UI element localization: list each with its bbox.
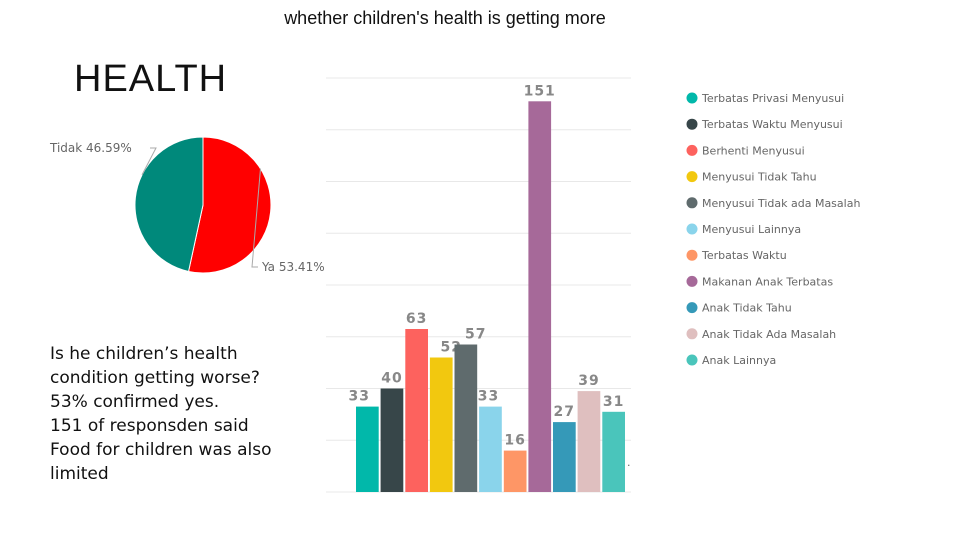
bar-value-label: 33 xyxy=(349,389,370,405)
legend-label: Menyusui Tidak Tahu xyxy=(702,171,817,184)
legend-label: Anak Tidak Tahu xyxy=(702,302,792,315)
trailing-mark: . xyxy=(627,456,631,469)
bar-chart-legend: Terbatas Privasi Menyusui Terbatas Waktu … xyxy=(686,92,860,367)
bar-value-label: 40 xyxy=(381,371,402,387)
bar-value-label: 27 xyxy=(554,404,575,420)
pie-slice xyxy=(134,136,204,273)
legend-marker xyxy=(686,249,698,261)
body-line: Food for children was also xyxy=(50,440,272,460)
legend-label: Makanan Anak Terbatas xyxy=(702,275,833,288)
legend-marker xyxy=(686,302,698,314)
legend-marker xyxy=(686,92,698,104)
legend-label: Terbatas Privasi Menyusui xyxy=(701,92,844,105)
bar-value-label: 57 xyxy=(465,327,486,343)
bar-value-label: 16 xyxy=(504,433,525,449)
bar xyxy=(553,422,576,492)
pie-leader-line xyxy=(141,147,157,176)
body-line: condition getting worse? xyxy=(50,368,260,388)
legend-marker xyxy=(686,118,698,130)
bar xyxy=(528,101,552,493)
bar xyxy=(405,329,428,492)
legend-label: Menyusui Tidak ada Masalah xyxy=(702,197,860,210)
body-line: 53% confirmed yes. xyxy=(50,392,220,412)
legend-marker xyxy=(686,275,698,287)
bar xyxy=(479,406,502,492)
legend-marker xyxy=(686,144,698,156)
pie-slice xyxy=(187,136,272,274)
legend-label: Berhenti Menyusui xyxy=(702,144,805,157)
legend-label: Anak Tidak Ada Masalah xyxy=(702,328,836,341)
bar-value-label: 39 xyxy=(578,373,599,389)
bar xyxy=(356,406,379,492)
pie-slice-label: Tidak 46.59% xyxy=(49,141,132,155)
legend-label: Menyusui Lainnya xyxy=(702,223,801,236)
legend-label: Terbatas Waktu xyxy=(701,249,787,262)
legend-label: Anak Lainnya xyxy=(702,354,776,367)
pie-leader-line xyxy=(251,168,261,268)
body-line: 151 of responsden said xyxy=(50,416,249,436)
legend-marker xyxy=(686,328,698,340)
body-line: limited xyxy=(50,464,109,484)
pie-slice-label: Ya 53.41% xyxy=(261,260,325,274)
bar xyxy=(454,344,478,492)
bar-value-label: 33 xyxy=(478,389,499,405)
legend-marker xyxy=(686,171,698,183)
body-line: Is he children’s health xyxy=(50,344,238,364)
section-heading: HEALTH xyxy=(74,58,228,100)
pie-chart: Ya 53.41% Tidak 46.59% xyxy=(49,136,325,274)
slide-title: whether children's health is getting mor… xyxy=(284,8,606,28)
legend-marker xyxy=(686,223,698,235)
bar xyxy=(380,388,404,492)
legend-marker xyxy=(686,197,698,209)
bar-value-label: 31 xyxy=(603,394,624,410)
legend-marker xyxy=(686,354,698,366)
bar xyxy=(577,391,601,492)
bar-value-label: 151 xyxy=(524,83,556,99)
legend-label: Terbatas Waktu Menyusui xyxy=(701,118,843,131)
bar xyxy=(429,357,453,492)
bar xyxy=(602,411,625,492)
body-text: Is he children’s health condition gettin… xyxy=(50,342,290,486)
bar-value-label: 63 xyxy=(406,311,427,327)
bar xyxy=(503,450,527,492)
